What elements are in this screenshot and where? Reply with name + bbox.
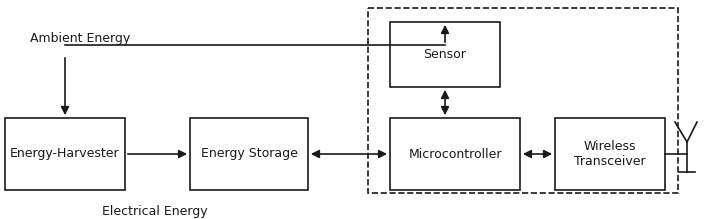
Text: Wireless
Transceiver: Wireless Transceiver (574, 140, 646, 168)
Text: Electrical Energy: Electrical Energy (102, 205, 207, 218)
Bar (368, 8, 678, 193)
Bar (555, 118, 665, 190)
Text: Energy Storage: Energy Storage (200, 148, 298, 161)
Bar (390, 22, 500, 87)
Bar (190, 118, 308, 190)
Text: Microcontroller: Microcontroller (408, 148, 502, 161)
Text: Sensor: Sensor (424, 48, 467, 61)
Bar (390, 118, 520, 190)
Bar (5, 118, 125, 190)
Text: Ambient Energy: Ambient Energy (30, 32, 130, 45)
Text: Energy-Harvester: Energy-Harvester (10, 148, 120, 161)
